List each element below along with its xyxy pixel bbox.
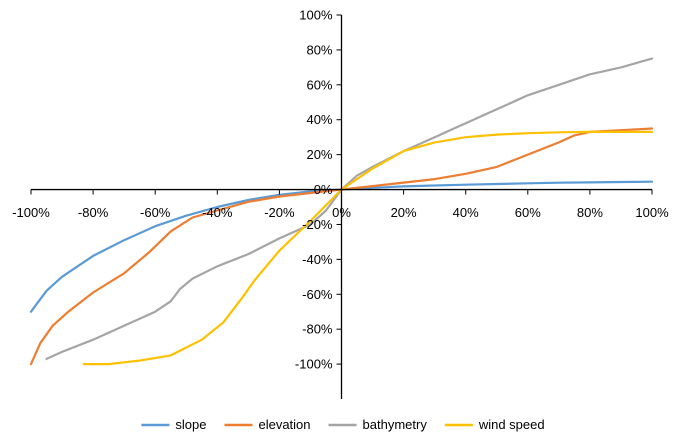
x-tick-label: -60% (140, 205, 171, 220)
axes: -100% -80% -60% -40% -20% 0% 20% 40% 60% 80% 100%-… (12, 8, 669, 399)
x-tick-label: -80% (78, 205, 109, 220)
series-line-wind-speed (82, 130, 654, 366)
series-line-elevation (29, 127, 654, 366)
y-tick-label: -60% (302, 287, 333, 302)
x-tick-label: -100% (12, 205, 50, 220)
legend: slope elevation bathymetry wind speed (141, 417, 545, 432)
x-tick-label: 80% (577, 205, 603, 220)
y-tick-label: 100% (299, 8, 333, 23)
series-line-bathymetry (45, 57, 654, 360)
x-tick-label: 20% (391, 205, 417, 220)
x-tick-label: 0% (332, 205, 351, 220)
y-tick-label: -80% (302, 322, 333, 337)
y-tick-label: -40% (302, 252, 333, 267)
series-line-slope (29, 180, 654, 313)
legend-label-wind-speed: wind speed (478, 417, 545, 432)
x-tick-label: -20% (264, 205, 295, 220)
y-tick-label: 40% (306, 112, 332, 127)
x-tick-label: -40% (202, 205, 233, 220)
x-tick-label: 60% (515, 205, 541, 220)
y-tick-label: -20% (302, 217, 333, 232)
y-tick-label: 60% (306, 77, 332, 92)
x-tick-label: 40% (453, 205, 479, 220)
y-tick-label: 80% (306, 42, 332, 57)
y-tick-label: 0% (314, 182, 333, 197)
legend-label-bathymetry: bathymetry (363, 417, 428, 432)
y-tick-label: 20% (306, 147, 332, 162)
x-tick-label: 100% (635, 205, 669, 220)
legend-label-slope: slope (175, 417, 206, 432)
legend-label-elevation: elevation (258, 417, 310, 432)
y-tick-label: -100% (295, 357, 333, 372)
